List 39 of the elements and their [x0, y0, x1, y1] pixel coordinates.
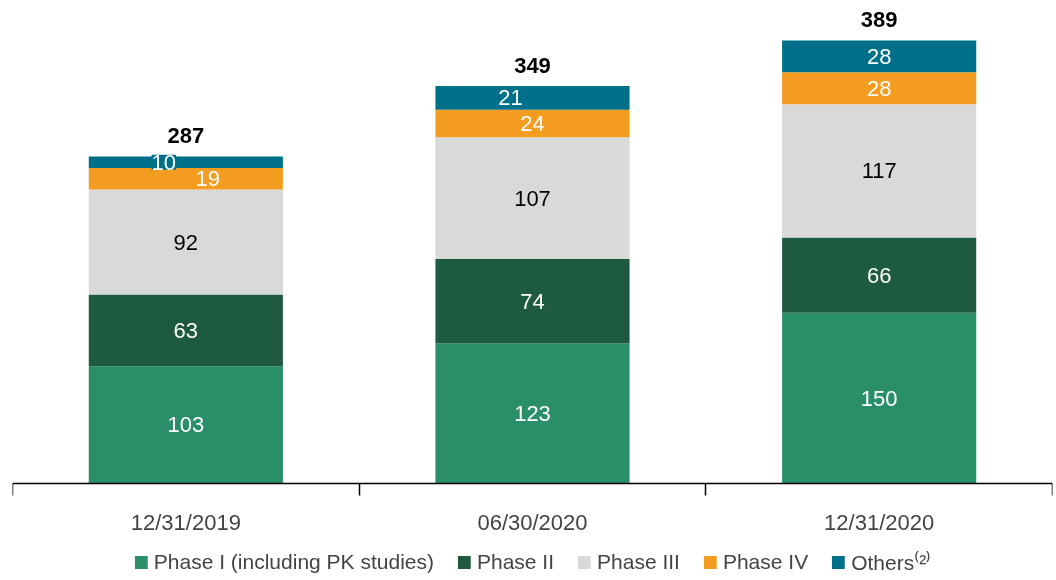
- bar: [782, 40, 977, 73]
- data-label: 63: [173, 317, 199, 343]
- legend-label: Phase III: [597, 550, 680, 574]
- x-tick-label: 06/30/2020: [477, 509, 588, 535]
- data-label: 107: [514, 185, 551, 211]
- bar: [435, 137, 630, 260]
- total-label: 287: [167, 123, 205, 149]
- data-label: 103: [167, 412, 205, 438]
- data-label: 21: [498, 85, 523, 111]
- data-label: 28: [866, 43, 892, 69]
- x-tick-label: 12/31/2019: [130, 509, 241, 535]
- bar: [435, 85, 630, 110]
- data-label: 123: [514, 400, 551, 426]
- x-tick-label: 12/31/2020: [824, 509, 935, 535]
- bar: [782, 104, 977, 238]
- bar: [435, 109, 630, 138]
- legend-label: Others⁽²⁾: [851, 550, 932, 576]
- bar: [782, 72, 977, 105]
- data-label: 19: [195, 166, 221, 192]
- data-label: 117: [861, 158, 897, 184]
- total-label: 389: [860, 7, 898, 33]
- legend-label: Phase IV: [722, 550, 809, 574]
- bar: [88, 366, 283, 484]
- data-label: 150: [860, 385, 898, 411]
- data-label: 24: [520, 111, 545, 137]
- bar: [435, 343, 630, 484]
- data-label: 74: [520, 288, 545, 314]
- legend-label: Phase I (including PK studies): [153, 550, 434, 574]
- bar: [88, 189, 283, 295]
- data-label: 28: [866, 75, 892, 101]
- bar: [782, 237, 977, 313]
- bar: [88, 294, 283, 367]
- data-label: 10: [151, 149, 177, 175]
- bar: [782, 312, 977, 484]
- data-label: 92: [173, 229, 199, 255]
- legend-label: Phase II: [476, 550, 555, 574]
- total-label: 349: [514, 52, 551, 78]
- bar: [435, 259, 630, 344]
- data-label: 66: [866, 262, 892, 288]
